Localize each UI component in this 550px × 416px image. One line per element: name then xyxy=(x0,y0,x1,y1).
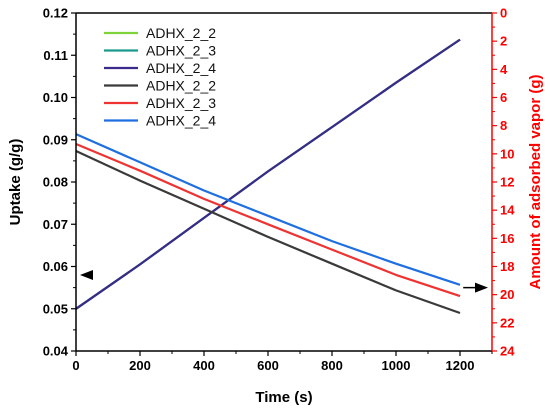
series-line-4 xyxy=(75,150,461,315)
y-left-tick-label: 0.12 xyxy=(43,6,68,21)
legend-label-5: ADHX_2_3 xyxy=(146,95,216,111)
arrow-layer xyxy=(80,269,488,293)
y-right-tick-label: 2 xyxy=(500,34,507,49)
x-tick-label: 800 xyxy=(321,358,343,373)
y-left-tick-label: 0.08 xyxy=(43,175,68,190)
x-tick-label: 1200 xyxy=(446,358,475,373)
x-tick-label: 1000 xyxy=(382,358,411,373)
y-left-tick-label: 0.10 xyxy=(43,90,68,105)
axis-layer: 0 200 400 600 800 1000 12000.040.050.060.070.0… xyxy=(43,6,516,374)
y-left-tick-label: 0.06 xyxy=(43,259,68,274)
x-tick-label: 0 xyxy=(72,358,79,373)
legend-label-6: ADHX_2_4 xyxy=(146,113,216,129)
legend: ADHX_2_2ADHX_2_3ADHX_2_4ADHX_2_2ADHX_2_3… xyxy=(104,25,216,129)
x-tick-label: 200 xyxy=(129,358,151,373)
legend-label-2: ADHX_2_3 xyxy=(146,43,216,59)
y-right-tick-label: 10 xyxy=(500,146,514,161)
y-left-tick-label: 0.04 xyxy=(43,344,69,359)
y-left-tick-label: 0.11 xyxy=(43,48,68,63)
series-line-5 xyxy=(75,142,461,298)
series-line-3 xyxy=(75,38,461,310)
y-left-tick-label: 0.07 xyxy=(43,217,68,232)
arrow-left-head xyxy=(80,269,93,280)
x-axis-title: Time (s) xyxy=(255,389,312,406)
y-left-tick-label: 0.09 xyxy=(43,132,68,147)
y-right-tick-label: 24 xyxy=(500,344,515,359)
legend-label-1: ADHX_2_2 xyxy=(146,25,216,41)
y-left-tick-label: 0.05 xyxy=(43,301,68,316)
y-right-tick-label: 0 xyxy=(500,6,507,21)
series-layer xyxy=(75,38,461,315)
y-right-tick-label: 20 xyxy=(500,287,514,302)
legend-label-3: ADHX_2_4 xyxy=(146,60,216,76)
x-tick-label: 400 xyxy=(193,358,215,373)
y-right-axis-title: Amount of adsorbed vapor (g) xyxy=(527,75,544,290)
y-right-tick-label: 12 xyxy=(500,175,514,190)
y-right-tick-label: 6 xyxy=(500,90,507,105)
legend-label-4: ADHX_2_2 xyxy=(146,78,216,94)
arrow-right-head xyxy=(475,282,488,293)
series-line-6 xyxy=(75,133,461,286)
y-right-tick-label: 22 xyxy=(500,315,514,330)
x-tick-label: 600 xyxy=(257,358,279,373)
y-right-tick-label: 14 xyxy=(500,203,515,218)
y-right-tick-label: 16 xyxy=(500,231,514,246)
y-left-axis-title: Uptake (g/g) xyxy=(7,139,24,226)
y-right-tick-label: 8 xyxy=(500,118,507,133)
y-right-tick-label: 18 xyxy=(500,259,514,274)
y-right-tick-label: 4 xyxy=(500,62,508,77)
